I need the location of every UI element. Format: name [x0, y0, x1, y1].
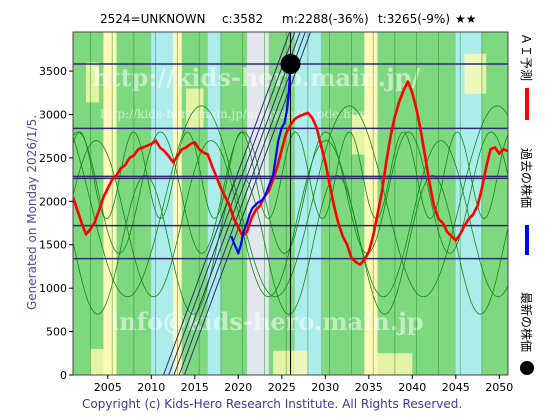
x-tick-label: 2035 — [355, 381, 383, 394]
past-series-line — [230, 63, 292, 255]
y-tick-label: 3000 — [39, 108, 67, 121]
chart-header: 2524=UNKNOWN c:3582 m:2288(-36%) t:3265(… — [100, 12, 477, 26]
series-layer — [73, 63, 508, 266]
watermark-layer: http://kids-hero.main.jp/ http://kids-he… — [92, 63, 424, 336]
copyright-footer: Copyright (c) Kids-Hero Research Institu… — [82, 397, 462, 411]
min-price-info: m:2288(-36%) — [282, 12, 369, 26]
trend-line — [173, 32, 301, 375]
x-tick-label: 2050 — [485, 381, 513, 394]
legend-forecast-label: ＡＩ予測 — [519, 33, 533, 81]
x-tick-label: 2010 — [137, 381, 165, 394]
y-axis-ticks: 0 500 1000 1500 2000 2500 3000 3500 — [39, 65, 73, 382]
band — [103, 32, 117, 375]
band-patch — [90, 348, 117, 375]
band-patch — [86, 62, 100, 103]
stock-code-name: 2524=UNKNOWN — [100, 12, 206, 26]
current-price: c:3582 — [222, 12, 263, 26]
x-tick-label: 2030 — [311, 381, 339, 394]
target-price-info: t:3265(-9%) — [378, 12, 450, 26]
plot-area: http://kids-hero.main.jp/ http://kids-he… — [73, 32, 508, 375]
watermark-analysis-url: http://kids-hero.main.jp/analysis/c/code… — [100, 107, 371, 121]
latest-price-marker — [280, 53, 301, 74]
y-tick-label: 3500 — [39, 65, 67, 78]
trend-line — [163, 32, 291, 375]
y-tick-label: 500 — [46, 326, 67, 339]
x-tick-label: 2025 — [268, 381, 296, 394]
y-tick-label: 1000 — [39, 282, 67, 295]
trend-line — [178, 32, 306, 375]
x-tick-label: 2040 — [398, 381, 426, 394]
legend-latest-swatch — [520, 361, 534, 375]
x-tick-label: 2020 — [224, 381, 252, 394]
legend: ＡＩ予測 過去の株価 最新の株価 — [519, 33, 534, 375]
x-tick-label: 2045 — [442, 381, 470, 394]
y-tick-label: 2500 — [39, 152, 67, 165]
y-tick-label: 0 — [60, 369, 67, 382]
x-tick-label: 2015 — [181, 381, 209, 394]
x-tick-label: 2005 — [94, 381, 122, 394]
trend-channel — [163, 32, 311, 375]
y-tick-label: 2000 — [39, 195, 67, 208]
legend-past-label: 過去の株価 — [519, 148, 534, 208]
forecast-series-line — [73, 80, 508, 266]
band-patch — [464, 53, 487, 94]
watermark-url: http://kids-hero.main.jp/ — [92, 63, 420, 92]
band — [320, 32, 365, 375]
band — [151, 32, 174, 375]
y-tick-label: 1500 — [39, 239, 67, 252]
plot-frame — [72, 31, 509, 376]
rating-stars: ★★ — [455, 12, 477, 26]
generated-date-label: Generated on Monday 2026/1/5. — [25, 115, 39, 310]
trend-line — [168, 32, 296, 375]
legend-latest-label: 最新の株価 — [519, 292, 534, 352]
watermark-email: info@kids-hero.main.jp — [110, 307, 424, 336]
x-axis-ticks: 2005 2010 2015 2020 2025 2030 2035 2040 2045 2050 — [94, 375, 513, 394]
